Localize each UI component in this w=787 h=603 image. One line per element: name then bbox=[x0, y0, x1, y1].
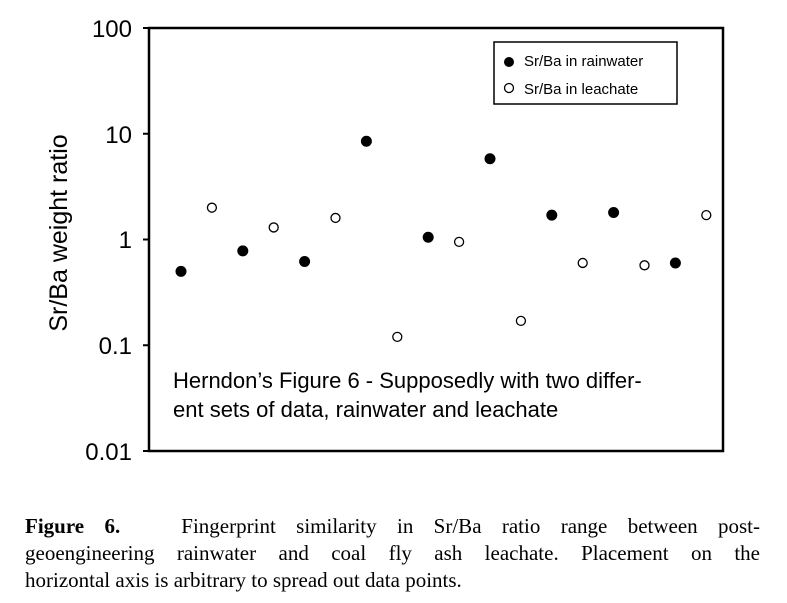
leachate-point-6 bbox=[515, 315, 527, 327]
y-axis-ticks bbox=[143, 27, 149, 452]
legend-label-rainwater: Sr/Ba in rainwater bbox=[524, 53, 643, 70]
rainwater-point-4 bbox=[360, 135, 372, 147]
y-axis-tick-labels: 100 10 1 0.1 0.01 bbox=[85, 16, 132, 466]
rainwater-point-9 bbox=[669, 257, 681, 269]
caption-line-1: Figure 6. Fingerprint similarity in Sr/B… bbox=[25, 513, 760, 540]
caption-label: Figure 6. bbox=[25, 514, 121, 538]
legend-marker-leachate bbox=[503, 82, 515, 94]
rainwater-point-2 bbox=[237, 245, 249, 257]
caption-text-1: Fingerprint similarity in Sr/Ba ratio ra… bbox=[181, 514, 761, 538]
leachate-point-4 bbox=[392, 331, 403, 343]
rainwater-point-3 bbox=[299, 255, 311, 267]
leachate-point-2 bbox=[268, 222, 279, 233]
legend: Sr/Ba in rainwater Sr/Ba in leachate bbox=[493, 41, 678, 105]
y-axis-label: Sr/Ba weight ratio bbox=[45, 134, 73, 331]
legend-label-leachate: Sr/Ba in leachate bbox=[524, 81, 638, 98]
legend-marker-rainwater bbox=[504, 57, 514, 67]
leachate-point-3 bbox=[330, 212, 341, 224]
annotation-line-2: ent sets of data, rainwater and leachate bbox=[173, 397, 558, 422]
annotation-line-1: Herndon’s Figure 6 - Supposedly with two… bbox=[173, 368, 642, 393]
caption-line-2: geoengineering rainwater and coal fly as… bbox=[25, 541, 760, 565]
rainwater-point-1 bbox=[175, 265, 187, 277]
data-points bbox=[175, 135, 712, 343]
scatter-chart: 100 10 1 0.1 0.01 Sr/Ba weight ratio Sr/… bbox=[45, 16, 725, 466]
y-tick-label-0.1: 0.1 bbox=[99, 333, 132, 360]
rainwater-point-5 bbox=[422, 231, 434, 243]
rainwater-point-7 bbox=[546, 209, 558, 221]
rainwater-point-6 bbox=[484, 153, 496, 165]
y-tick-label-100: 100 bbox=[92, 16, 132, 43]
leachate-point-1 bbox=[206, 202, 218, 213]
caption-line-3: horizontal axis is arbitrary to spread o… bbox=[25, 568, 462, 592]
y-tick-label-1: 1 bbox=[119, 227, 132, 254]
leachate-point-8 bbox=[639, 260, 650, 271]
leachate-point-7 bbox=[577, 257, 588, 269]
leachate-point-9 bbox=[701, 209, 712, 221]
legend-box bbox=[493, 41, 678, 105]
rainwater-point-8 bbox=[608, 207, 620, 219]
figure-caption: Figure 6. Fingerprint similarity in Sr/B… bbox=[25, 513, 760, 594]
y-tick-label-10: 10 bbox=[105, 122, 132, 149]
y-tick-label-0.01: 0.01 bbox=[85, 439, 132, 466]
leachate-point-5 bbox=[453, 236, 465, 248]
